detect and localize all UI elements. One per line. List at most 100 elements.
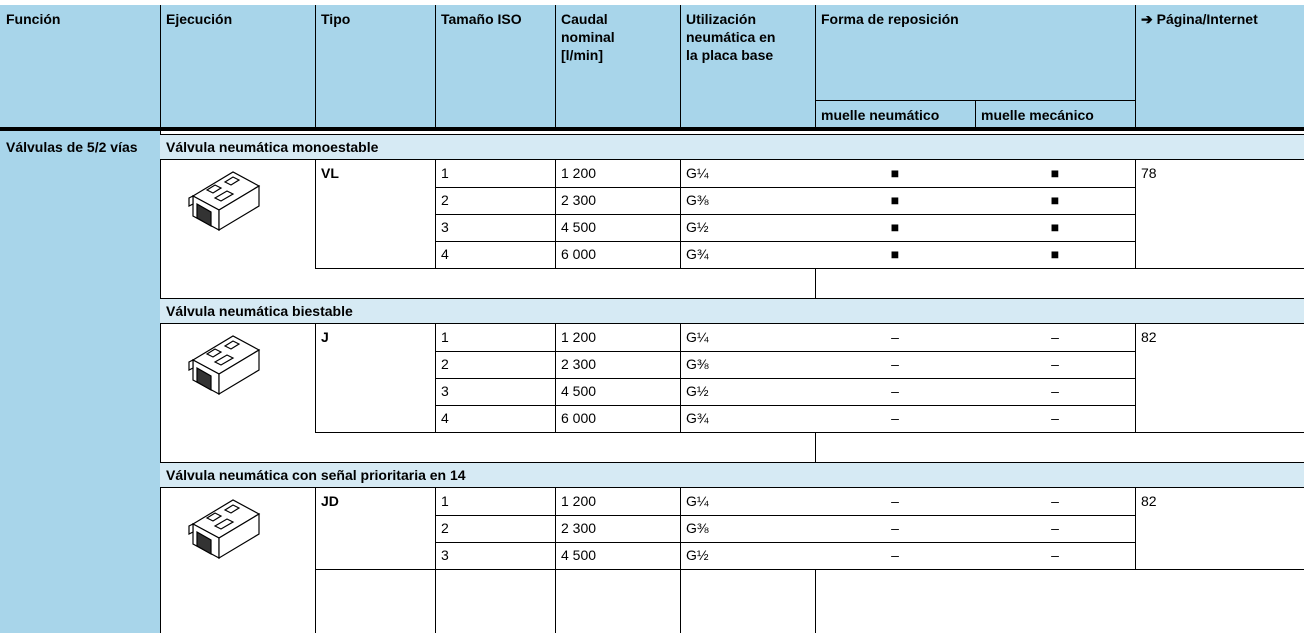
section-header: [160, 134, 1304, 160]
column-header: Ejecución: [166, 11, 233, 27]
pneumatic-spring: ■: [890, 165, 900, 181]
rule: [680, 488, 681, 569]
flow-rate: 1 200: [561, 165, 597, 181]
header-bg: [0, 5, 1304, 127]
iso-size: 2: [441, 520, 449, 536]
iso-size: 4: [441, 410, 449, 426]
rule: [315, 5, 316, 127]
rule: [815, 569, 816, 633]
rule: [555, 569, 556, 633]
rule: [555, 5, 556, 127]
pneumatic-spring: –: [891, 383, 899, 399]
rule: [815, 268, 816, 298]
iso-size: 2: [441, 192, 449, 208]
mechanical-spring: –: [1051, 547, 1059, 563]
rule: [680, 160, 681, 268]
rule: [1135, 488, 1136, 569]
section-title: Válvula neumática con señal prioritaria …: [166, 467, 466, 483]
rule: [1135, 160, 1136, 268]
rule: [435, 542, 1135, 543]
rule: [0, 127, 1304, 131]
pneumatic-spring: –: [891, 356, 899, 372]
mechanical-spring: –: [1051, 410, 1059, 426]
rule: [435, 515, 1135, 516]
rule: [315, 432, 1304, 433]
function-label: Válvulas de 5/2 vías: [6, 139, 138, 155]
port-size: G½: [686, 219, 709, 235]
port-size: G¾: [686, 410, 709, 426]
column-header: Función: [6, 11, 61, 27]
port-size: G¼: [686, 329, 709, 345]
type: JD: [321, 493, 339, 509]
rule: [160, 5, 161, 127]
flow-rate: 2 300: [561, 356, 597, 372]
rule: [555, 324, 556, 432]
flow-rate: 4 500: [561, 383, 597, 399]
rule: [1135, 324, 1136, 432]
pneumatic-spring: ■: [890, 219, 900, 235]
iso-size: 3: [441, 219, 449, 235]
rule: [555, 160, 556, 268]
mechanical-spring: ■: [1050, 165, 1060, 181]
rule: [975, 100, 976, 127]
valve-icon: [188, 171, 261, 232]
rule: [435, 405, 1135, 406]
rule: [815, 5, 816, 127]
rule: [160, 131, 161, 633]
page-ref: 82: [1141, 493, 1157, 509]
subcolumn-header: muelle mecánico: [981, 107, 1094, 123]
column-header: Caudal nominal [l/min]: [561, 11, 615, 63]
rule: [680, 569, 681, 633]
mechanical-spring: ■: [1050, 192, 1060, 208]
rule: [435, 488, 436, 569]
pneumatic-spring: –: [891, 493, 899, 509]
iso-size: 1: [441, 165, 449, 181]
iso-size: 3: [441, 383, 449, 399]
type: J: [321, 329, 329, 345]
column-header: ➔ Página/Internet: [1141, 11, 1258, 27]
rule: [315, 569, 316, 633]
rule: [435, 187, 1135, 188]
iso-size: 1: [441, 493, 449, 509]
mechanical-spring: –: [1051, 356, 1059, 372]
pneumatic-spring: ■: [890, 192, 900, 208]
flow-rate: 4 500: [561, 219, 597, 235]
valve-icon: [188, 335, 261, 396]
rule: [435, 5, 436, 127]
flow-rate: 4 500: [561, 547, 597, 563]
flow-rate: 6 000: [561, 246, 597, 262]
valve-image: [185, 492, 265, 562]
subcolumn-header: muelle neumático: [821, 107, 940, 123]
port-size: G¼: [686, 165, 709, 181]
valve-image: [185, 328, 265, 398]
column-header: Forma de reposición: [821, 11, 959, 27]
port-size: G½: [686, 383, 709, 399]
page-ref: 78: [1141, 165, 1157, 181]
iso-size: 4: [441, 246, 449, 262]
mechanical-spring: –: [1051, 493, 1059, 509]
rule: [680, 5, 681, 127]
pneumatic-spring: –: [891, 329, 899, 345]
pneumatic-spring: ■: [890, 246, 900, 262]
section-header: [160, 462, 1304, 488]
mechanical-spring: –: [1051, 520, 1059, 536]
rule: [435, 569, 436, 633]
pneumatic-spring: –: [891, 410, 899, 426]
pneumatic-spring: –: [891, 547, 899, 563]
rule: [315, 569, 1304, 570]
port-size: G⅜: [686, 356, 709, 372]
rule: [435, 378, 1135, 379]
flow-rate: 6 000: [561, 410, 597, 426]
rule: [315, 324, 316, 432]
rule: [815, 432, 816, 462]
pneumatic-spring: –: [891, 520, 899, 536]
flow-rate: 1 200: [561, 329, 597, 345]
rule: [435, 324, 436, 432]
mechanical-spring: ■: [1050, 246, 1060, 262]
port-size: G¾: [686, 246, 709, 262]
iso-size: 1: [441, 329, 449, 345]
port-size: G⅜: [686, 520, 709, 536]
rule: [1135, 5, 1136, 127]
rule: [435, 241, 1135, 242]
